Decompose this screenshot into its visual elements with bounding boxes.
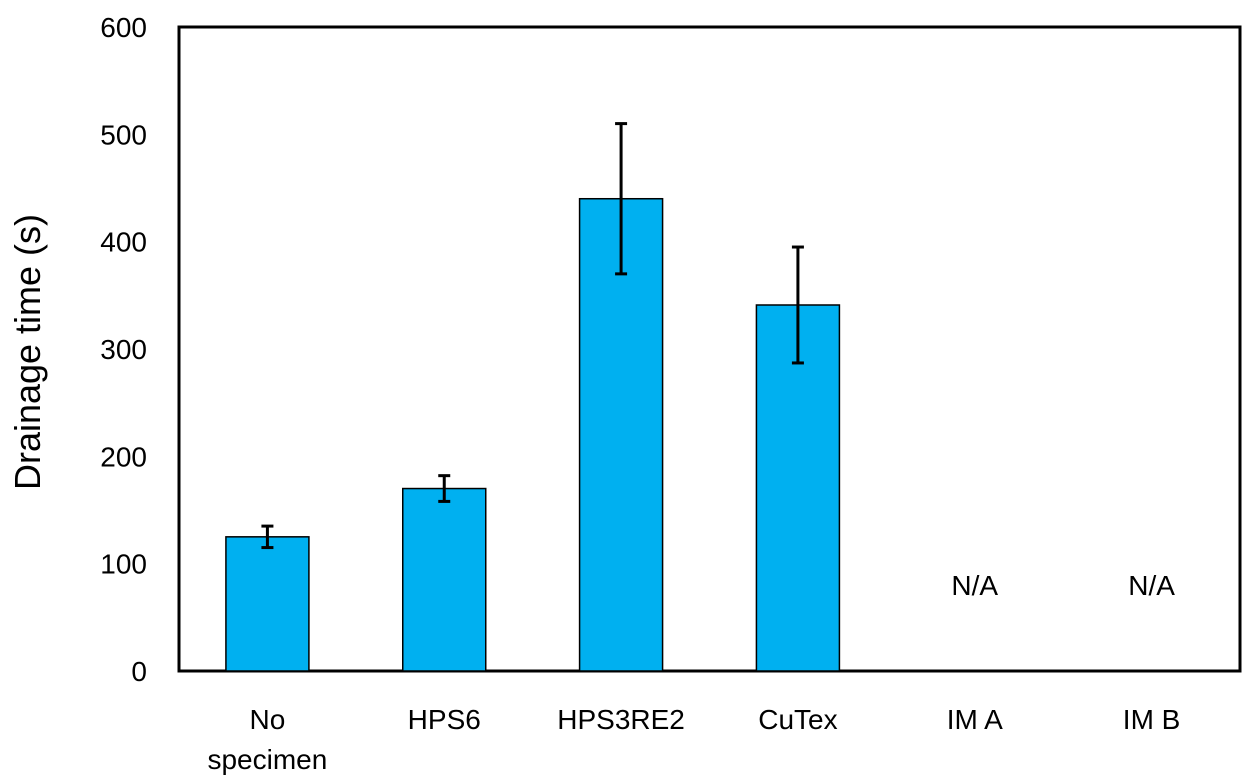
y-axis-ticks: 0 100 200 300 400 500 600 — [100, 12, 147, 687]
plot-border — [177, 25, 1242, 673]
plot-area — [177, 25, 1242, 673]
x-category-label: HPS6 — [408, 704, 481, 735]
bars — [225, 197, 841, 672]
error-bar — [615, 122, 628, 276]
x-axis-category-labels: No specimen HPS6 HPS3RE2 CuTex IM A IM B — [207, 704, 1180, 775]
na-label: N/A — [1128, 570, 1175, 601]
y-axis-title: Drainage time (s) — [7, 214, 48, 490]
error-bars — [261, 122, 804, 550]
y-tick-label: 300 — [100, 334, 147, 365]
x-category-label: IM B — [1123, 704, 1181, 735]
bar — [755, 304, 841, 672]
y-tick-label: 400 — [100, 227, 147, 258]
x-category-label: No specimen — [207, 704, 327, 775]
bar — [402, 487, 487, 672]
error-bar — [438, 474, 451, 503]
y-tick-label: 0 — [131, 656, 147, 687]
y-tick-label: 500 — [100, 119, 147, 150]
x-category-label: IM A — [947, 704, 1003, 735]
error-bar — [261, 524, 274, 550]
y-tick-label: 600 — [100, 12, 147, 43]
bar — [225, 536, 310, 672]
error-bar — [791, 245, 804, 365]
y-tick-label: 100 — [100, 549, 147, 580]
na-labels: N/A N/A — [951, 570, 1175, 601]
x-category-label: CuTex — [758, 704, 837, 735]
bar — [578, 197, 664, 672]
y-tick-label: 200 — [100, 441, 147, 472]
x-category-label: HPS3RE2 — [557, 704, 685, 735]
na-label: N/A — [951, 570, 998, 601]
